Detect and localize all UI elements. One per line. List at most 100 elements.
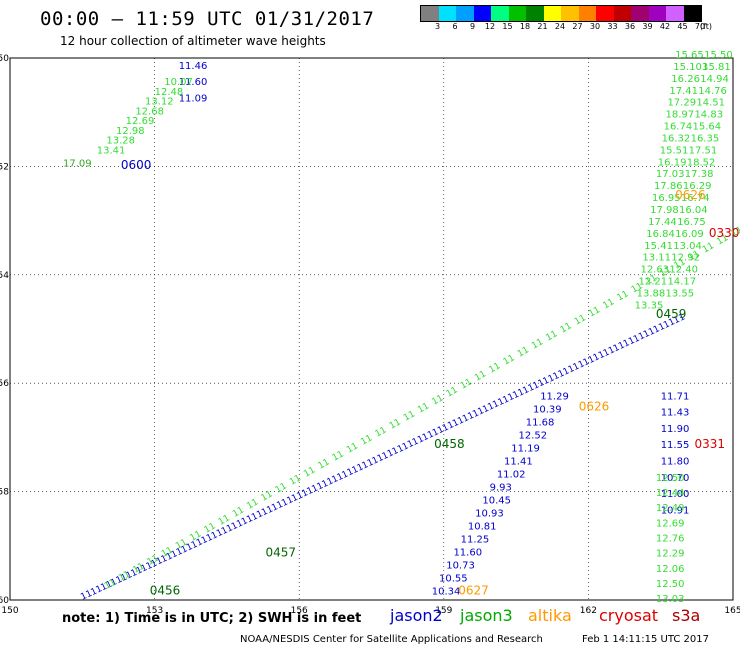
jason3-diagonal-mark: 11: [160, 545, 175, 559]
wave-height-value: 17.38: [685, 169, 714, 180]
jason3-diagonal-mark: 11: [445, 385, 460, 399]
jason2-diagonal-mark: 11: [411, 434, 426, 448]
wave-height-value: 16.74: [664, 122, 693, 133]
jason3-diagonal-mark: 11: [616, 289, 631, 303]
wave-height-value: 11.25: [461, 535, 490, 546]
jason3-diagonal-mark: 11: [658, 265, 673, 279]
legend-entry: altika: [528, 606, 572, 625]
legend-entry: jason3: [460, 606, 513, 625]
wave-height-value: 15.41: [644, 241, 673, 252]
wave-height-value: 16.75: [677, 217, 706, 228]
jason3-diagonal-mark: 11: [559, 321, 574, 335]
color-swatch: [683, 6, 701, 21]
wave-height-value: 13.03: [656, 594, 685, 605]
wave-height-value: 14.94: [700, 74, 729, 85]
jason3-diagonal-mark: 11: [388, 417, 403, 431]
color-swatch: [666, 6, 684, 21]
wave-height-value: 13.35: [635, 300, 664, 311]
pass-time-label: 0627: [458, 584, 489, 598]
pass-time-label: 0600: [121, 158, 152, 172]
wave-height-value: 17.41: [669, 86, 698, 97]
jason3-diagonal-mark: 11: [730, 225, 740, 239]
jason2-diagonal-mark: 11: [542, 373, 557, 387]
wave-height-value: 13.04: [673, 241, 702, 252]
jason2-diagonal-mark: 11: [521, 383, 536, 397]
jason2-diagonal-mark: 11: [451, 415, 466, 429]
jason2-diagonal-mark: 11: [260, 504, 275, 518]
color-swatch: [578, 6, 596, 21]
color-scale-tick: 45: [677, 22, 688, 31]
wave-height-value: 10.39: [533, 404, 562, 415]
wave-height-value: 11.09: [179, 93, 208, 104]
jason2-diagonal-mark: 11: [642, 326, 657, 340]
jason2-diagonal-mark: 11: [361, 458, 376, 472]
wave-height-value: 14.83: [694, 110, 723, 121]
wave-height-value: 12.06: [656, 564, 685, 575]
wave-height-value: 16.32: [662, 133, 691, 144]
jason3-diagonal-mark: 11: [573, 313, 588, 327]
wave-height-value: 14.51: [696, 98, 725, 109]
jason2-diagonal-mark: 11: [170, 547, 185, 561]
pass-time-label: 0626: [675, 188, 706, 202]
jason2-diagonal-mark: 11: [79, 589, 94, 603]
jason2-diagonal-mark: 11: [622, 336, 637, 350]
jason3-diagonal-mark: 11: [673, 257, 688, 271]
color-swatch: [491, 6, 509, 21]
pass-time-label: 0458: [434, 437, 465, 451]
wave-height-value: 10.07: [164, 77, 193, 88]
jason3-diagonal-mark: 11: [302, 465, 317, 479]
wave-height-value: 13.41: [97, 145, 126, 156]
wave-height-value: 13.12: [145, 97, 174, 108]
jason2-diagonal-mark: 11: [331, 472, 346, 486]
jason2-diagonal-mark: 11: [632, 331, 647, 345]
pass-time-label: 0456: [150, 584, 181, 598]
wave-height-value: 11.80: [661, 457, 690, 468]
wave-height-value: 15.64: [693, 122, 722, 133]
jason2-diagonal-mark: 11: [210, 528, 225, 542]
wave-height-value: 11.60: [453, 548, 482, 559]
color-scale-tick: 6: [452, 22, 458, 31]
wave-height-value: 16.35: [691, 133, 720, 144]
wave-height-value: 13.88: [637, 288, 666, 299]
wave-height-value: 11.46: [179, 61, 208, 72]
x-tick-label: 150: [1, 606, 18, 616]
color-swatch: [508, 6, 526, 21]
jason2-diagonal-mark: 11: [180, 542, 195, 556]
wave-height-value: 12.29: [656, 549, 685, 560]
wave-height-value: 17.09: [63, 158, 92, 169]
credit-line: NOAA/NESDIS Center for Satellite Applica…: [240, 634, 543, 645]
wave-height-value: 16.95: [652, 193, 681, 204]
wave-height-value: 11.43: [661, 408, 690, 419]
y-tick-label: -56: [0, 379, 9, 389]
jason3-diagonal-mark: 11: [188, 529, 203, 543]
wave-height-value: 12.50: [656, 473, 685, 484]
jason3-diagonal-mark: 11: [217, 513, 232, 527]
jason2-diagonal-mark: 11: [421, 430, 436, 444]
wave-height-value: 17.29: [667, 98, 696, 109]
pass-time-label: 0457: [265, 546, 296, 560]
jason2-diagonal-mark: 11: [471, 406, 486, 420]
wave-height-value: 12.44: [656, 488, 685, 499]
jason3-diagonal-mark: 11: [117, 569, 132, 583]
jason3-diagonal-mark: 11: [431, 393, 446, 407]
pass-time-label: 0330: [709, 226, 740, 240]
jason2-diagonal-mark: 11: [481, 401, 496, 415]
color-scale-tick: 33: [607, 22, 618, 31]
x-tick-label: 165: [724, 606, 740, 616]
jason2-diagonal-mark: 11: [160, 551, 175, 565]
wave-height-value: 16.74: [681, 193, 710, 204]
wave-height-value: 16.19: [658, 157, 687, 168]
jason3-diagonal-mark: 11: [416, 401, 431, 415]
wave-height-value: 11.00: [661, 489, 690, 500]
jason2-diagonal-mark: 11: [300, 486, 315, 500]
wave-height-value: 15.50: [704, 50, 733, 61]
jason3-diagonal-mark: 11: [359, 433, 374, 447]
jason2-diagonal-mark: 11: [672, 312, 687, 326]
jason3-diagonal-mark: 11: [174, 537, 189, 551]
pass-time-label: 0459: [656, 307, 687, 321]
footnote: note: 1) Time is in UTC; 2) SWH is in fe…: [62, 611, 362, 626]
jason2-diagonal-mark: 11: [582, 355, 597, 369]
color-scale-unit: (ft): [700, 22, 713, 31]
x-tick-label: 159: [435, 606, 452, 616]
jason2-diagonal-mark: 11: [461, 411, 476, 425]
